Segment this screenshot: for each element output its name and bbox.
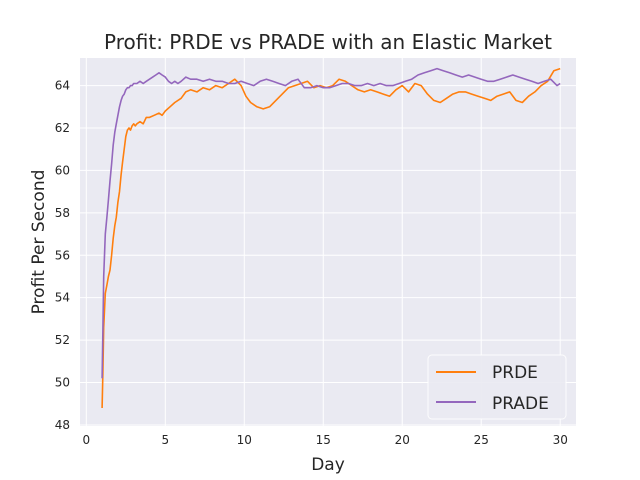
x-tick-label: 25 (474, 433, 489, 447)
series-lines (101, 67, 561, 409)
x-axis-label: Day (311, 455, 345, 475)
series-line-prde (101, 67, 561, 409)
legend-label-prade: PRADE (492, 394, 549, 414)
x-tick-label: 10 (237, 433, 252, 447)
y-tick-label: 54 (55, 291, 70, 305)
series-line-prade (101, 67, 561, 379)
y-tick-label: 62 (55, 121, 70, 135)
y-tick-label: 48 (55, 418, 70, 432)
x-tick-label: 15 (316, 433, 331, 447)
y-tick-label: 60 (55, 163, 70, 177)
y-tick-label: 56 (55, 248, 70, 262)
x-axis-ticks: 0 5 10 15 20 25 30 (82, 433, 567, 447)
y-tick-label: 52 (55, 333, 70, 347)
y-tick-label: 58 (55, 206, 70, 220)
x-tick-label: 5 (161, 433, 169, 447)
x-tick-label: 30 (553, 433, 568, 447)
legend: PRDE PRADE (427, 354, 567, 420)
chart-title: Profit: PRDE vs PRADE with an Elastic Ma… (104, 30, 552, 54)
legend-label-prde: PRDE (492, 363, 538, 383)
x-tick-label: 20 (395, 433, 410, 447)
y-axis-ticks: 48 50 52 54 56 58 60 62 64 (55, 79, 70, 432)
x-tick-label: 0 (82, 433, 90, 447)
y-axis-label: Profit Per Second (29, 170, 49, 315)
y-tick-label: 64 (55, 79, 70, 93)
gridlines (80, 58, 576, 426)
y-tick-label: 50 (55, 376, 70, 390)
